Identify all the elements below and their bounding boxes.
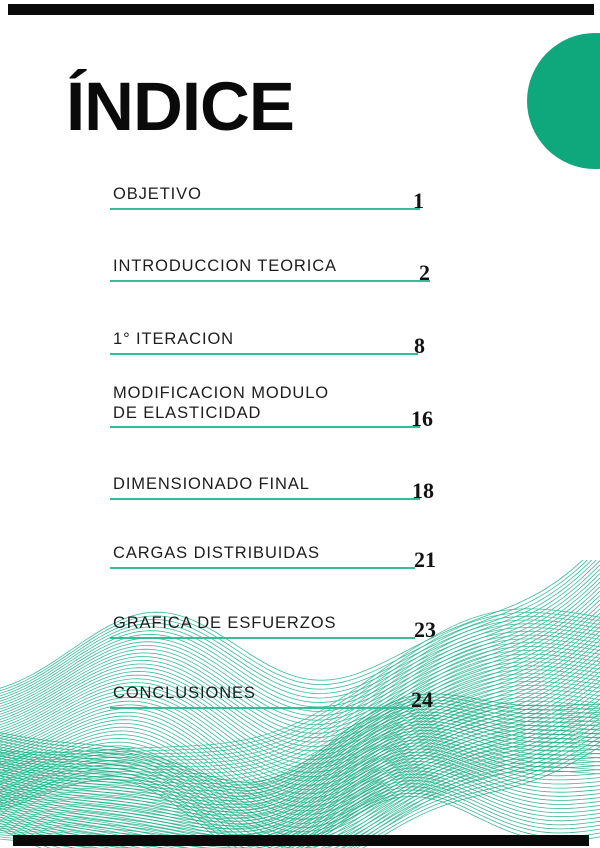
toc-entry-page-number: 1 <box>413 188 424 213</box>
toc-entry-page-number: 8 <box>414 333 425 358</box>
toc-entry-rule <box>110 208 420 210</box>
toc-entry-label: CARGAS DISTRIBUIDAS <box>113 543 320 562</box>
toc-entry-label: DIMENSIONADO FINAL <box>113 474 310 493</box>
toc-entry-page-number: 23 <box>414 617 436 642</box>
page-title: ÍNDICE <box>66 68 295 145</box>
toc-entry-page-number: 16 <box>411 406 433 431</box>
toc-entry-label: INTRODUCCION TEORICA <box>113 256 337 275</box>
toc-entry-rule <box>110 567 415 569</box>
toc-entry-rule <box>110 637 415 639</box>
top-rule-bar <box>8 4 594 15</box>
toc-entry-rule <box>110 426 420 428</box>
toc-entry-rule <box>110 353 418 355</box>
toc-entry-label: CONCLUSIONES <box>113 683 256 702</box>
toc-entry-rule <box>110 498 420 500</box>
toc-entry-label: OBJETIVO <box>113 184 202 203</box>
toc-entry-page-number: 2 <box>419 260 430 285</box>
toc-entry-label: 1° ITERACION <box>113 329 234 348</box>
toc-entry-page-number: 21 <box>414 547 436 572</box>
toc-entry-page-number: 24 <box>411 687 433 712</box>
toc-entry-rule <box>110 707 413 709</box>
toc-entry-page-number: 18 <box>412 478 434 503</box>
toc-entry-label: GRAFICA DE ESFUERZOS <box>113 613 337 632</box>
bottom-rule-bar <box>13 835 589 846</box>
toc-entry-label: MODIFICACION MODULO DE ELASTICIDAD <box>113 384 330 422</box>
green-circle-decoration <box>527 33 600 169</box>
toc-entry-rule <box>110 280 430 282</box>
wave-decoration <box>0 560 600 848</box>
